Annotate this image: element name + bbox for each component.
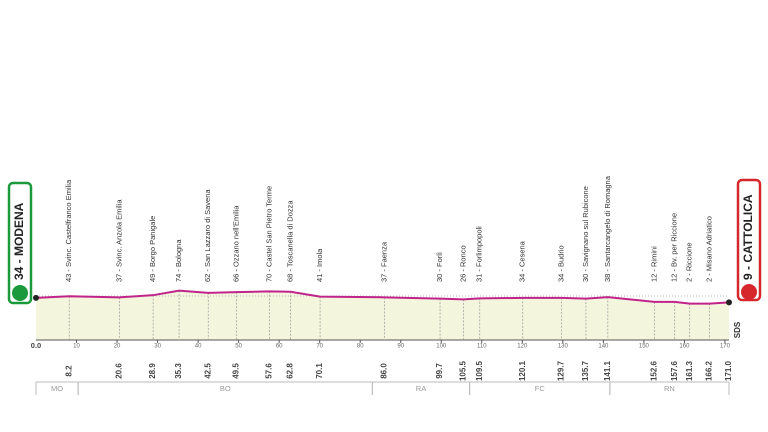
waypoint-km: 49.5 (232, 363, 241, 379)
waypoint-label: 31 - Forlimpopoli (475, 226, 484, 282)
waypoint-km: 99.7 (435, 363, 444, 379)
x-tick-label: 100 (436, 344, 447, 350)
waypoint-km: 8.2 (64, 365, 73, 377)
x-tick-label: 60 (276, 344, 283, 350)
waypoint-label: 49 - Borgo Panigale (148, 216, 157, 282)
waypoint-label: 26 - Ronco (459, 245, 468, 282)
x-tick-label: 70 (316, 344, 323, 350)
waypoint-km: 141.1 (603, 360, 612, 381)
waypoint-label: 34 - Cesena (518, 240, 527, 282)
waypoint-km: 129.7 (557, 360, 566, 381)
waypoint-km: 161.3 (685, 360, 694, 381)
profile-line (35, 289, 730, 305)
waypoint-label: 34 - Budrio (557, 245, 566, 282)
waypoint-label: 30 - Forlì (435, 252, 444, 282)
start-marker (33, 294, 39, 301)
start-icon (12, 285, 28, 301)
x-tick-label: 10 (73, 344, 80, 350)
waypoint-label: 37 - Faenza (380, 241, 389, 282)
x-tick-label: 120 (517, 344, 528, 350)
x-tick-label: 40 (195, 344, 202, 350)
waypoint-label: 70 - Castel San Pietro Terme (264, 186, 273, 282)
x-tick-label: 20 (114, 344, 121, 350)
start-label: 34 - MODENA (12, 202, 26, 280)
waypoint-label: 38 - Santarcangelo di Romagna (603, 175, 612, 282)
waypoint-km: 35.3 (174, 363, 183, 379)
waypoint-km: 70.1 (315, 363, 324, 379)
x-tick-label: 110 (477, 344, 487, 350)
end-marker (726, 299, 732, 306)
start-km: 0.0 (31, 341, 41, 350)
region-label: MO (51, 384, 63, 393)
end-km: 171.0 (724, 360, 733, 381)
waypoint-km: 105.5 (459, 360, 468, 381)
waypoint-km: 86.0 (380, 363, 389, 379)
waypoint-km: 166.2 (705, 360, 714, 381)
x-tick-label: 90 (397, 344, 404, 350)
region-label: RN (664, 384, 675, 393)
waypoint-label: 12 - Rimini (649, 246, 658, 282)
waypoint-km: 135.7 (581, 360, 590, 381)
region-label: FC (535, 384, 546, 393)
x-tick-label: 170 (720, 344, 731, 350)
x-tick-label: 140 (598, 344, 609, 350)
waypoint-km: 62.8 (286, 363, 295, 379)
end-icon (741, 284, 757, 300)
start-box (7, 181, 33, 305)
x-tick-label: 50 (235, 344, 242, 350)
x-tick-label: 160 (679, 344, 690, 350)
x-tick-label: 150 (639, 344, 650, 350)
logo: SDS (733, 321, 742, 338)
region-label: RA (416, 384, 426, 393)
waypoint-label: 12 - Bv. per Riccione (670, 213, 679, 282)
waypoint-km: 42.5 (203, 363, 212, 379)
waypoint-label: 62 - San Lazzaro di Savena (203, 189, 212, 282)
waypoint-label: 37 - Svinc. Anzola Emilia (114, 199, 123, 282)
region-label: BO (220, 384, 231, 393)
waypoint-km: 120.1 (518, 360, 527, 381)
x-tick-label: 80 (357, 344, 364, 350)
x-tick-label: 130 (558, 344, 569, 350)
waypoint-km: 57.6 (265, 363, 274, 379)
waypoint-label: 41 - Imola (315, 248, 324, 282)
waypoint-km: 157.6 (670, 360, 679, 381)
waypoint-km: 20.6 (115, 363, 124, 379)
waypoint-label: 68 - Toscanella di Dozza (285, 200, 294, 282)
end-label: 9 - CATTOLICA (741, 194, 755, 280)
waypoint-km: 152.6 (650, 360, 659, 381)
waypoint-label: 2 - Misano Adriatico (705, 216, 714, 282)
waypoint-label: 43 - Svinc. Castelfranco Emilia (64, 179, 73, 282)
profile-area (36, 290, 729, 340)
x-tick-label: 30 (154, 344, 161, 350)
waypoint-label: 66 - Ozzano nell'Emilia (232, 205, 241, 282)
waypoint-km: 109.5 (475, 360, 484, 381)
waypoint-km: 28.9 (148, 363, 157, 379)
waypoint-label: 30 - Savignano sul Rubicone (581, 186, 590, 282)
waypoint-label: 74 - Bologna (174, 239, 183, 282)
waypoint-label: 2 - Riccione (685, 242, 694, 282)
